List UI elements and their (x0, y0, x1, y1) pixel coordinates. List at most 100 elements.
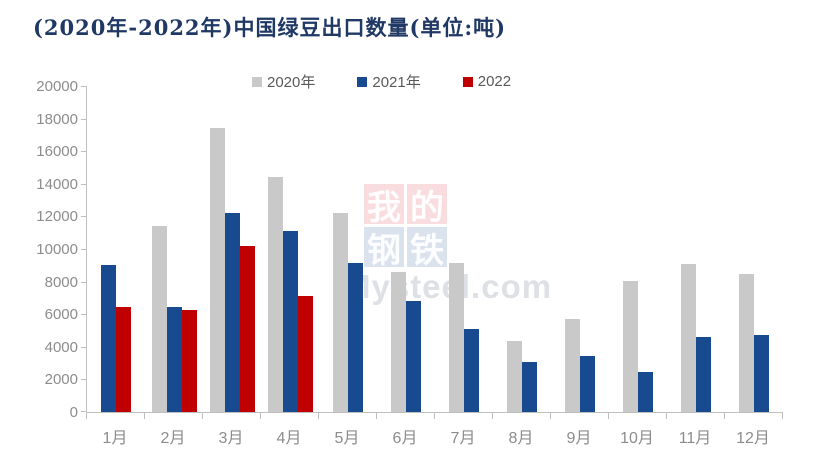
x-tick-mark (317, 413, 319, 419)
y-tick-label: 10000 (36, 241, 78, 258)
bar-2020年-5月 (333, 213, 348, 412)
x-tick-label: 6月 (392, 430, 418, 447)
x-tick-mark (549, 413, 551, 419)
bar-2021年-4月 (282, 231, 298, 412)
chart-title: (2020年-2022年)中国绿豆出口数量(单位:吨) (33, 15, 507, 40)
x-tick-label: 3月 (218, 430, 244, 447)
bar-2021年-12月 (754, 335, 769, 412)
y-tick-mark (81, 379, 86, 381)
bar-2020年-6月 (391, 271, 406, 412)
y-tick-label: 0 (69, 404, 78, 421)
y-tick-label: 18000 (36, 110, 78, 128)
bar-group-1月 (87, 86, 145, 412)
bar-group-3月 (203, 86, 261, 412)
bar-group-4月 (261, 86, 319, 412)
bar-2021年-6月 (406, 301, 421, 412)
x-tick-label: 2月 (160, 430, 186, 447)
bar-2021年-9月 (580, 355, 595, 412)
x-tick-mark (143, 413, 145, 419)
bar-2020年-8月 (507, 341, 522, 412)
x-tick-mark (782, 413, 783, 419)
bar-2020年-2月 (151, 226, 167, 412)
bar-2020年-4月 (267, 177, 283, 412)
y-tick-mark (81, 314, 86, 316)
y-tick-mark (81, 249, 86, 250)
legend-item-2020年: 2020年 (252, 71, 315, 92)
y-tick-mark (81, 216, 86, 218)
legend: 2020年 2021年 2022 (252, 71, 511, 92)
x-tick-label: 8月 (508, 430, 534, 447)
bar-series-container (87, 86, 783, 412)
bar-2021年-11月 (696, 337, 711, 412)
x-tick-mark (666, 413, 667, 419)
y-tick-label: 6000 (44, 306, 78, 324)
y-tick-mark (81, 118, 86, 120)
bar-group-9月 (551, 86, 609, 412)
y-tick-mark (81, 151, 86, 153)
bar-2020年-12月 (739, 273, 754, 412)
y-tick-label: 16000 (36, 143, 78, 161)
bar-2021年-10月 (638, 372, 653, 412)
y-tick-label: 2000 (44, 371, 78, 389)
x-tick-label: 5月 (334, 430, 360, 447)
bar-2021年-7月 (464, 328, 479, 412)
bar-2020年-10月 (623, 280, 638, 412)
bar-2020年-7月 (449, 262, 464, 412)
x-tick-label: 7月 (450, 430, 476, 447)
x-tick-label: 12月 (736, 430, 770, 447)
x-tick-mark (608, 413, 609, 419)
legend-swatch (462, 76, 473, 87)
y-axis-labels: 0 2000 4000 6000 8000 10000 12000 14000 16000 180… (0, 79, 78, 420)
bar-group-2月 (145, 86, 203, 412)
bar-2022-4月 (297, 296, 313, 412)
x-tick-label: 9月 (566, 430, 592, 447)
plot-area: 我的钢铁 Mysteel.com (81, 86, 783, 419)
x-axis-labels: 1月 2月 3月 4月 5月 6月 7月 8月 9月 10月 11月 12月 (86, 424, 782, 448)
bar-group-12月 (725, 86, 783, 412)
bar-group-6月 (377, 86, 435, 412)
bar-2022-3月 (239, 245, 255, 412)
legend-label: 2022 (477, 73, 512, 90)
y-tick-mark (81, 183, 86, 185)
y-tick-mark (81, 411, 86, 412)
bar-2021年-8月 (522, 361, 537, 412)
bar-2021年-3月 (224, 213, 240, 412)
x-tick-label: 11月 (678, 430, 712, 447)
bar-2021年-1月 (101, 265, 116, 412)
x-tick-mark (434, 413, 435, 419)
bar-2022-2月 (181, 310, 197, 412)
bar-group-8月 (493, 86, 551, 412)
legend-label: 2020年 (267, 74, 316, 91)
x-tick-mark (260, 413, 261, 419)
legend-item-2021年: 2021年 (357, 71, 421, 92)
x-tick-mark (201, 413, 203, 419)
bar-group-10月 (609, 86, 667, 412)
bar-2020年-9月 (565, 319, 580, 412)
y-tick-label: 12000 (36, 208, 78, 226)
bar-group-7月 (435, 86, 493, 412)
y-tick-mark (81, 281, 86, 283)
x-tick-label: 10月 (620, 430, 654, 447)
y-tick-mark (81, 86, 86, 87)
bar-group-11月 (667, 86, 725, 412)
x-tick-mark (86, 413, 87, 419)
bar-2022-1月 (116, 306, 131, 412)
bar-2020年-3月 (209, 127, 225, 412)
x-tick-mark (724, 413, 725, 419)
legend-swatch (252, 76, 262, 87)
bar-2021年-2月 (166, 306, 182, 412)
bar-2021年-5月 (348, 262, 363, 412)
legend-item-2022: 2022 (462, 73, 512, 90)
y-tick-label: 20000 (36, 78, 78, 95)
x-tick-mark (492, 413, 493, 419)
y-tick-label: 4000 (44, 338, 78, 356)
bar-group-5月 (319, 86, 377, 412)
x-tick-mark (376, 413, 377, 419)
y-tick-label: 8000 (44, 273, 78, 291)
legend-swatch (357, 76, 368, 87)
legend-label: 2021年 (372, 74, 421, 91)
y-tick-label: 14000 (36, 175, 78, 193)
bar-2020年-11月 (681, 263, 696, 412)
x-tick-label: 1月 (102, 430, 128, 447)
